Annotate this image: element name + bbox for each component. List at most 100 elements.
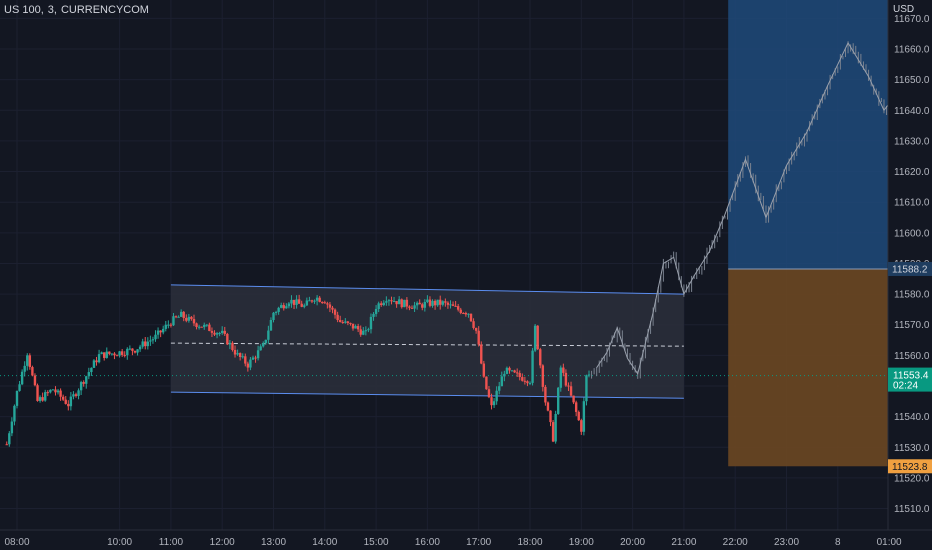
y-tick-label: 11510.0 bbox=[894, 504, 930, 515]
candle-body bbox=[436, 299, 439, 306]
current-price-text: 11553.4 bbox=[893, 371, 929, 382]
candle-body bbox=[162, 328, 165, 333]
x-tick-label: 8 bbox=[835, 537, 841, 548]
candle-body bbox=[182, 311, 185, 318]
candle-body bbox=[203, 324, 206, 328]
candle-body bbox=[541, 365, 545, 387]
y-tick-label: 11640.0 bbox=[894, 106, 930, 117]
currency-label: USD bbox=[893, 4, 915, 15]
y-tick-label: 11530.0 bbox=[894, 443, 930, 454]
candle-body bbox=[387, 300, 391, 302]
x-tick-label: 11:00 bbox=[159, 537, 184, 548]
candle-body bbox=[559, 367, 562, 388]
candle-body bbox=[441, 301, 444, 305]
candle-body bbox=[295, 299, 298, 305]
y-tick-label: 11670.0 bbox=[894, 14, 930, 25]
candle-body bbox=[374, 308, 378, 314]
candle-body bbox=[451, 304, 455, 306]
candle-body bbox=[159, 330, 162, 333]
candle-body bbox=[310, 300, 314, 302]
candle-body bbox=[356, 326, 360, 330]
candle-body bbox=[313, 300, 316, 302]
candle-body bbox=[205, 324, 209, 326]
candle-body bbox=[144, 341, 147, 347]
candle-body bbox=[238, 353, 242, 357]
candle-body bbox=[92, 360, 96, 368]
candle-body bbox=[38, 397, 42, 401]
candle-body bbox=[472, 321, 475, 328]
candle-body bbox=[133, 350, 137, 353]
candle-body bbox=[415, 302, 419, 306]
candle-body bbox=[228, 342, 232, 345]
candle-body bbox=[513, 370, 516, 373]
candle-body bbox=[528, 382, 532, 384]
candle-body bbox=[505, 367, 509, 374]
candle-body bbox=[351, 323, 355, 329]
candle-body bbox=[408, 306, 411, 308]
candle-body bbox=[64, 399, 67, 404]
candle-body bbox=[156, 330, 160, 335]
candle-body bbox=[59, 390, 62, 397]
candle-body bbox=[410, 307, 414, 309]
candle-body bbox=[536, 325, 539, 350]
candle-body bbox=[192, 319, 196, 324]
candle-body bbox=[279, 305, 283, 308]
candle-body bbox=[454, 305, 457, 307]
y-tick-label: 11620.0 bbox=[894, 167, 930, 178]
candle-body bbox=[246, 363, 250, 368]
current-price-tag bbox=[888, 367, 932, 392]
candle-body bbox=[33, 375, 37, 386]
candle-body bbox=[264, 339, 268, 344]
candle-body bbox=[562, 367, 565, 373]
candle-body bbox=[282, 305, 285, 309]
candle-body bbox=[79, 382, 83, 391]
candle-body bbox=[131, 348, 134, 351]
candle-body bbox=[292, 299, 296, 305]
candle-body bbox=[236, 353, 239, 355]
candle-body bbox=[120, 351, 124, 355]
candle-body bbox=[390, 300, 393, 302]
candle-body bbox=[115, 355, 119, 357]
candle-body bbox=[464, 313, 468, 315]
candle-body bbox=[544, 386, 547, 403]
candle-body bbox=[569, 386, 573, 396]
candle-body bbox=[187, 316, 191, 321]
candle-body bbox=[539, 349, 542, 366]
candle-body bbox=[123, 354, 126, 356]
candle-body bbox=[336, 314, 339, 321]
candle-body bbox=[364, 330, 368, 332]
symbol-info[interactable]: US 100, 3, CURRENCYCOM bbox=[4, 4, 153, 16]
channel-lower-line bbox=[170, 391, 684, 399]
candle-body bbox=[318, 297, 321, 302]
candle-body bbox=[44, 392, 47, 401]
candle-body bbox=[403, 299, 406, 308]
candle-body bbox=[128, 348, 132, 350]
candle-body bbox=[413, 305, 416, 309]
candle-body bbox=[110, 353, 114, 355]
candle-body bbox=[231, 342, 234, 351]
x-tick-label: 23:00 bbox=[774, 537, 799, 548]
candle-body bbox=[582, 401, 586, 432]
candle-body bbox=[172, 316, 175, 326]
candle-body bbox=[492, 401, 496, 406]
candle-body bbox=[369, 316, 373, 330]
candle-body bbox=[218, 332, 221, 334]
entry-price-tag bbox=[888, 261, 932, 276]
candle-body bbox=[585, 375, 588, 402]
candle-body bbox=[510, 370, 514, 372]
candle-body bbox=[574, 402, 578, 412]
candle-body bbox=[444, 301, 447, 303]
candle-body bbox=[323, 302, 326, 304]
candle-body bbox=[377, 303, 380, 309]
candle-body bbox=[141, 341, 144, 347]
y-tick-label: 11660.0 bbox=[894, 45, 930, 56]
candle-body bbox=[254, 357, 257, 359]
candle-body bbox=[526, 381, 529, 384]
countdown-text: 02:24 bbox=[893, 381, 918, 392]
candle-body bbox=[572, 395, 575, 403]
x-tick-label: 01:00 bbox=[877, 537, 902, 548]
candle-body bbox=[346, 321, 350, 323]
candle-body bbox=[41, 397, 44, 401]
candle-body bbox=[405, 299, 409, 307]
